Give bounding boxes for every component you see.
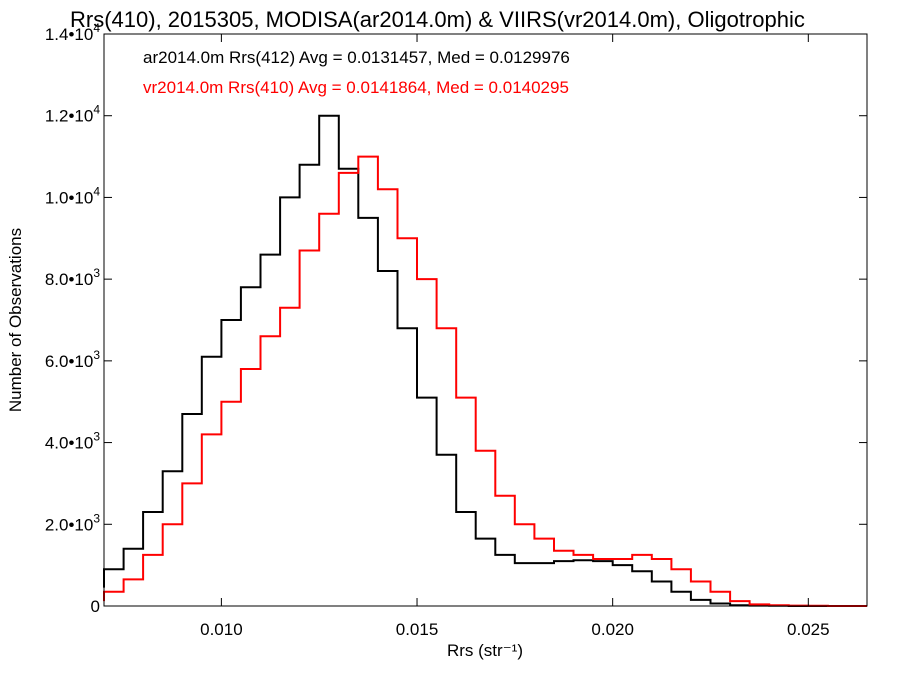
series-line-1 bbox=[103, 114, 867, 607]
y-tick-label: 6.0•103 bbox=[45, 348, 101, 371]
y-tick-label: 2.0•103 bbox=[45, 511, 101, 534]
x-tick-label: 0.025 bbox=[787, 620, 830, 639]
y-tick-label: 1.0•104 bbox=[45, 184, 101, 207]
y-tick-label: 0 bbox=[91, 597, 100, 616]
y-tick-label: 8.0•103 bbox=[45, 266, 101, 289]
y-axis-label: Number of Observations bbox=[6, 228, 25, 412]
plot-frame bbox=[103, 33, 868, 607]
plot-area bbox=[103, 114, 867, 607]
legend-entry-series-1: ar2014.0m Rrs(412) Avg = 0.0131457, Med … bbox=[143, 48, 570, 67]
y-tick-label: 1.4•104 bbox=[45, 21, 101, 44]
x-tick-label: 0.010 bbox=[200, 620, 243, 639]
x-tick-label: 0.020 bbox=[591, 620, 634, 639]
y-tick-label: 4.0•103 bbox=[45, 430, 101, 453]
x-axis-label: Rrs (str⁻¹) bbox=[447, 641, 523, 660]
legend-entry-series-2: vr2014.0m Rrs(410) Avg = 0.0141864, Med … bbox=[143, 78, 569, 97]
axes: 0.010 0.015 0.020 0.025 0 2.0•103 4.0•103 6.0•1… bbox=[45, 21, 867, 639]
x-tick-label: 0.015 bbox=[396, 620, 439, 639]
series-line-2 bbox=[103, 155, 867, 607]
chart-title: Rrs(410), 2015305, MODISA(ar2014.0m) & V… bbox=[70, 7, 805, 32]
y-tick-label: 1.2•104 bbox=[45, 103, 101, 126]
